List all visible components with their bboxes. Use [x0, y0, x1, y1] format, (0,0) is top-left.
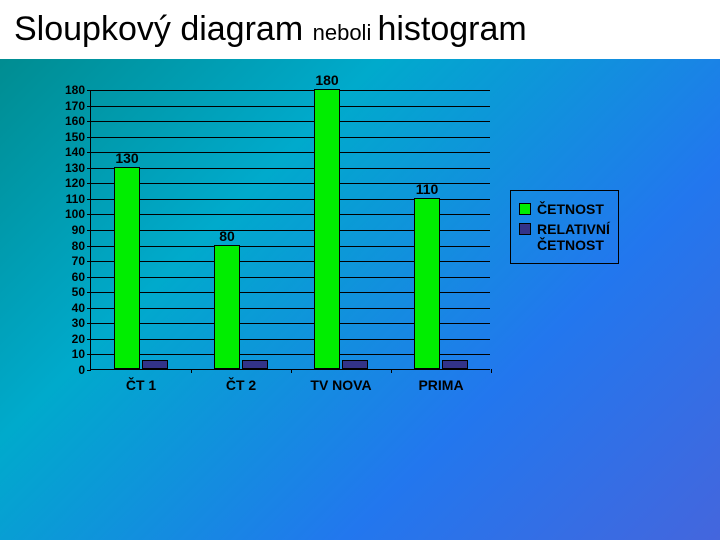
category-group: 80 — [214, 245, 268, 369]
title-part3: histogram — [377, 10, 526, 48]
bar: 80 — [214, 245, 240, 369]
bar-value-label: 180 — [315, 72, 338, 88]
y-tick-mark — [87, 183, 91, 184]
y-tick-mark — [87, 323, 91, 324]
bar: 110 — [414, 198, 440, 369]
y-tick-mark — [87, 308, 91, 309]
legend-item: RELATIVNÍČETNOST — [519, 221, 610, 253]
legend-swatch — [519, 203, 531, 215]
title-part1: Sloupkový diagram — [14, 10, 313, 48]
y-tick-mark — [87, 121, 91, 122]
y-tick-mark — [87, 106, 91, 107]
bar — [442, 360, 468, 369]
legend: ČETNOST RELATIVNÍČETNOST — [510, 190, 619, 264]
y-tick-mark — [87, 168, 91, 169]
x-tick-label: ČT 2 — [226, 369, 256, 393]
y-tick-mark — [87, 137, 91, 138]
x-tick-mark — [291, 369, 292, 373]
y-tick-mark — [87, 199, 91, 200]
title-bar: Sloupkový diagram neboli histogram — [0, 0, 720, 59]
bar: 130 — [114, 167, 140, 369]
bar — [142, 360, 168, 369]
y-tick-mark — [87, 230, 91, 231]
gridline — [91, 137, 490, 138]
y-tick-mark — [87, 214, 91, 215]
category-group: 110 — [414, 198, 468, 369]
x-tick-label: ČT 1 — [126, 369, 156, 393]
title-part2: neboli — [313, 20, 378, 45]
gridline — [91, 106, 490, 107]
y-tick-mark — [87, 354, 91, 355]
y-tick-mark — [87, 370, 91, 371]
plot-area: 0102030405060708090100110120130140150160… — [90, 90, 490, 370]
x-tick-mark — [491, 369, 492, 373]
y-tick-mark — [87, 90, 91, 91]
y-tick-mark — [87, 277, 91, 278]
bar — [342, 360, 368, 369]
category-group: 180 — [314, 89, 368, 369]
legend-swatch — [519, 223, 531, 235]
legend-item: ČETNOST — [519, 201, 610, 217]
x-tick-label: TV NOVA — [310, 369, 371, 393]
y-tick-mark — [87, 261, 91, 262]
bar: 180 — [314, 89, 340, 369]
legend-label: ČETNOST — [537, 201, 604, 217]
y-tick-mark — [87, 152, 91, 153]
gridline — [91, 90, 490, 91]
gridline — [91, 152, 490, 153]
x-tick-label: PRIMA — [418, 369, 463, 393]
bar-value-label: 80 — [219, 228, 235, 244]
category-group: 130 — [114, 167, 168, 369]
bar-value-label: 110 — [416, 181, 439, 197]
bar-chart: 0102030405060708090100110120130140150160… — [40, 80, 680, 420]
legend-label: RELATIVNÍČETNOST — [537, 221, 610, 253]
y-tick-mark — [87, 339, 91, 340]
bar — [242, 360, 268, 369]
y-tick-mark — [87, 292, 91, 293]
bar-value-label: 130 — [115, 150, 138, 166]
x-tick-mark — [191, 369, 192, 373]
x-tick-mark — [391, 369, 392, 373]
y-tick-mark — [87, 246, 91, 247]
gridline — [91, 121, 490, 122]
